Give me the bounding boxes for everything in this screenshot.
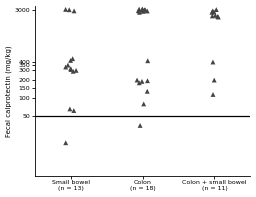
- Point: [63, 8, 68, 11]
- Point: [137, 81, 141, 84]
- Point: [212, 78, 216, 82]
- Point: [140, 7, 144, 11]
- Y-axis label: Fecal calprotectin (mg/kg): Fecal calprotectin (mg/kg): [6, 45, 12, 137]
- Point: [210, 11, 214, 14]
- Point: [69, 67, 73, 70]
- Point: [145, 9, 149, 13]
- Point: [143, 8, 147, 12]
- Point: [69, 68, 73, 71]
- Point: [146, 59, 150, 62]
- Point: [140, 80, 144, 83]
- Point: [74, 69, 78, 72]
- Point: [211, 60, 215, 64]
- Point: [72, 9, 76, 12]
- Point: [145, 90, 149, 93]
- Point: [141, 9, 145, 12]
- Point: [64, 65, 68, 69]
- Point: [214, 8, 218, 11]
- Point: [64, 141, 68, 144]
- Point: [135, 78, 139, 82]
- Point: [211, 9, 215, 12]
- Point: [142, 102, 146, 105]
- Point: [67, 8, 71, 11]
- Point: [72, 109, 76, 112]
- Point: [212, 10, 216, 13]
- Point: [68, 107, 72, 111]
- Point: [211, 93, 215, 96]
- Point: [216, 16, 220, 19]
- Point: [145, 79, 150, 82]
- Point: [137, 11, 142, 14]
- Point: [141, 10, 145, 13]
- Point: [66, 64, 70, 67]
- Point: [142, 8, 146, 11]
- Point: [136, 9, 140, 12]
- Point: [138, 124, 142, 127]
- Point: [71, 70, 75, 73]
- Point: [213, 14, 217, 17]
- Point: [137, 7, 141, 11]
- Point: [71, 57, 75, 60]
- Point: [69, 59, 73, 62]
- Point: [210, 14, 214, 18]
- Point: [216, 15, 220, 18]
- Point: [140, 8, 144, 11]
